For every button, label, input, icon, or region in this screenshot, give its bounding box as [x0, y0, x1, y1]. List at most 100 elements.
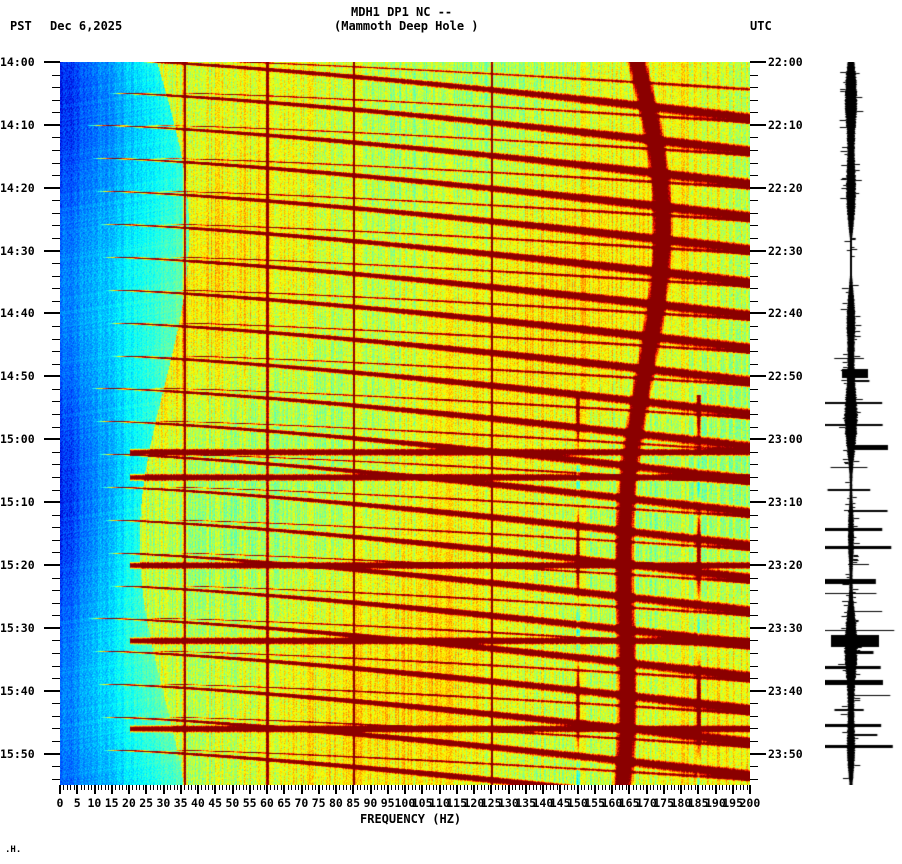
frequency-tick-minor — [418, 785, 420, 790]
frequency-tick-major — [697, 785, 700, 794]
frequency-tick-minor — [743, 785, 745, 790]
time-tick-minor-right — [750, 99, 758, 101]
frequency-tick-minor — [194, 785, 196, 790]
frequency-tick-minor — [618, 785, 620, 790]
time-tick-major-right — [750, 312, 766, 315]
time-tick-minor-right — [750, 514, 758, 516]
frequency-tick-minor — [518, 785, 520, 790]
frequency-tick-minor — [218, 785, 220, 790]
frequency-tick-major — [317, 785, 320, 794]
frequency-tick-minor — [649, 785, 651, 790]
frequency-tick-minor — [298, 785, 300, 790]
frequency-label: 95 — [380, 796, 395, 810]
time-tick-minor-right — [750, 703, 758, 705]
frequency-label: 90 — [363, 796, 378, 810]
frequency-tick-minor — [398, 785, 400, 790]
frequency-tick-minor — [122, 785, 124, 790]
frequency-label: 135 — [515, 796, 537, 810]
frequency-axis: 0 5 10 15 20 25 30 35 40 45 50 55 60 65 70 75 80 85 90 95 10… — [0, 785, 902, 864]
time-tick-minor-right — [750, 678, 758, 680]
frequency-tick-minor — [235, 785, 237, 790]
frequency-tick-minor — [449, 785, 451, 790]
time-tick-minor-right — [750, 640, 758, 642]
frequency-tick-minor — [84, 785, 86, 790]
time-tick-minor-left — [52, 338, 60, 340]
frequency-label: 45 — [208, 796, 223, 810]
time-label-local: 15:30 — [0, 620, 35, 635]
time-tick-minor-right — [750, 288, 758, 290]
frequency-tick-minor — [135, 785, 137, 790]
frequency-tick-minor — [315, 785, 317, 790]
frequency-tick-minor — [425, 785, 427, 790]
frequency-tick-minor — [360, 785, 362, 790]
time-label-local: 15:10 — [0, 495, 35, 510]
frequency-tick-minor — [80, 785, 82, 790]
time-tick-minor-left — [52, 652, 60, 654]
frequency-tick-minor — [411, 785, 413, 790]
time-tick-minor-left — [52, 401, 60, 403]
frequency-label: 125 — [480, 796, 502, 810]
corner-artifact: .H. — [5, 845, 22, 855]
frequency-label: 55 — [242, 796, 257, 810]
time-label-utc: 22:10 — [768, 117, 803, 132]
time-tick-minor-left — [52, 162, 60, 164]
frequency-label: 65 — [277, 796, 292, 810]
time-tick-minor-left — [52, 740, 60, 742]
time-tick-minor-left — [52, 728, 60, 730]
time-tick-minor-left — [52, 388, 60, 390]
time-tick-minor-left — [52, 99, 60, 101]
frequency-tick-minor — [615, 785, 617, 790]
time-tick-minor-right — [750, 137, 758, 139]
frequency-tick-major — [645, 785, 648, 794]
time-tick-major-right — [750, 626, 766, 629]
frequency-tick-minor — [718, 785, 720, 790]
time-tick-minor-right — [750, 326, 758, 328]
frequency-tick-minor — [187, 785, 189, 790]
frequency-tick-minor — [536, 785, 538, 790]
time-tick-major-right — [750, 438, 766, 441]
frequency-tick-minor — [453, 785, 455, 790]
frequency-tick-minor — [394, 785, 396, 790]
time-label-utc: 23:50 — [768, 746, 803, 761]
time-tick-minor-right — [750, 112, 758, 114]
frequency-tick-minor — [408, 785, 410, 790]
frequency-tick-minor — [101, 785, 103, 790]
frequency-tick-minor — [608, 785, 610, 790]
frequency-tick-major — [59, 785, 61, 794]
frequency-tick-minor — [160, 785, 162, 790]
frequency-tick-minor — [201, 785, 203, 790]
frequency-tick-major — [438, 785, 441, 794]
time-tick-minor-left — [52, 426, 60, 428]
frequency-tick-minor — [91, 785, 93, 790]
frequency-tick-major — [628, 785, 631, 794]
time-tick-major-left — [44, 375, 60, 378]
frequency-label: 40 — [191, 796, 205, 810]
frequency-label: 0 — [56, 796, 64, 810]
time-tick-minor-right — [750, 728, 758, 730]
time-tick-minor-left — [52, 678, 60, 680]
frequency-tick-minor — [208, 785, 210, 790]
time-label-local: 14:00 — [0, 55, 35, 69]
frequency-tick-minor — [132, 785, 134, 790]
frequency-tick-minor — [342, 785, 344, 790]
frequency-tick-minor — [142, 785, 144, 790]
time-tick-minor-left — [52, 275, 60, 277]
time-tick-minor-right — [750, 602, 758, 604]
frequency-label: 50 — [225, 796, 240, 810]
frequency-tick-minor — [222, 785, 224, 790]
frequency-tick-major — [507, 785, 510, 794]
time-label-local: 14:30 — [0, 243, 35, 258]
time-tick-minor-right — [750, 263, 758, 265]
frequency-tick-major — [76, 785, 79, 794]
frequency-tick-minor — [118, 785, 120, 790]
frequency-tick-minor — [177, 785, 179, 790]
spectrogram-plot[interactable] — [60, 62, 750, 785]
time-tick-major-right — [750, 123, 766, 126]
frequency-tick-minor — [70, 785, 72, 790]
seismogram-trace-panel[interactable] — [825, 62, 902, 785]
time-label-local: 15:50 — [0, 746, 35, 761]
frequency-tick-minor — [442, 785, 444, 790]
frequency-tick-minor — [687, 785, 689, 790]
frequency-tick-minor — [339, 785, 341, 790]
frequency-tick-major — [266, 785, 268, 794]
